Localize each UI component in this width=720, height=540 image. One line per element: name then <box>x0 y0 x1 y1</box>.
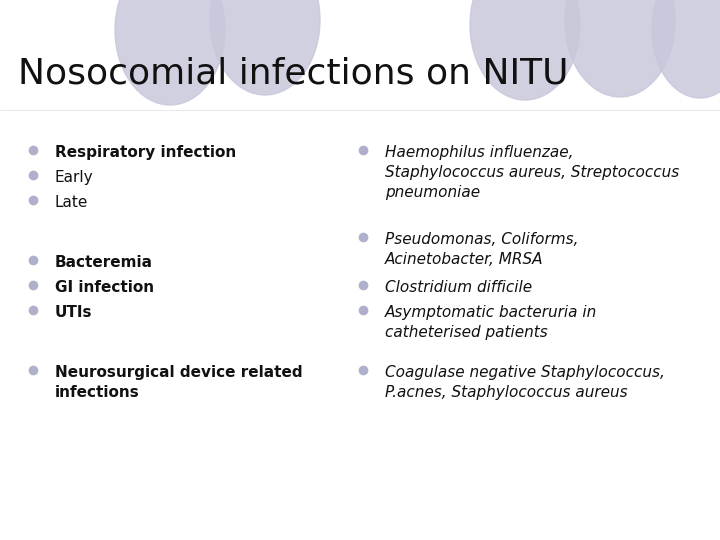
Text: Respiratory infection: Respiratory infection <box>55 145 236 160</box>
Text: UTIs: UTIs <box>55 305 92 320</box>
Text: Clostridium difficile: Clostridium difficile <box>385 280 532 295</box>
Text: Late: Late <box>55 195 89 210</box>
Text: Early: Early <box>55 170 94 185</box>
Ellipse shape <box>210 0 320 95</box>
Text: Bacteremia: Bacteremia <box>55 255 153 270</box>
Ellipse shape <box>115 0 225 105</box>
Text: Coagulase negative Staphylococcus,
P.acnes, Staphylococcus aureus: Coagulase negative Staphylococcus, P.acn… <box>385 365 665 400</box>
Text: Asymptomatic bacteruria in
catheterised patients: Asymptomatic bacteruria in catheterised … <box>385 305 598 340</box>
Text: Haemophilus influenzae,
Staphylococcus aureus, Streptococcus
pneumoniae: Haemophilus influenzae, Staphylococcus a… <box>385 145 679 200</box>
Text: Neurosurgical device related
infections: Neurosurgical device related infections <box>55 365 302 400</box>
Text: GI infection: GI infection <box>55 280 154 295</box>
Text: Pseudomonas, Coliforms,
Acinetobacter, MRSA: Pseudomonas, Coliforms, Acinetobacter, M… <box>385 232 578 267</box>
Ellipse shape <box>565 0 675 97</box>
Ellipse shape <box>652 0 720 98</box>
Ellipse shape <box>470 0 580 100</box>
Text: Nosocomial infections on NITU: Nosocomial infections on NITU <box>18 56 569 90</box>
